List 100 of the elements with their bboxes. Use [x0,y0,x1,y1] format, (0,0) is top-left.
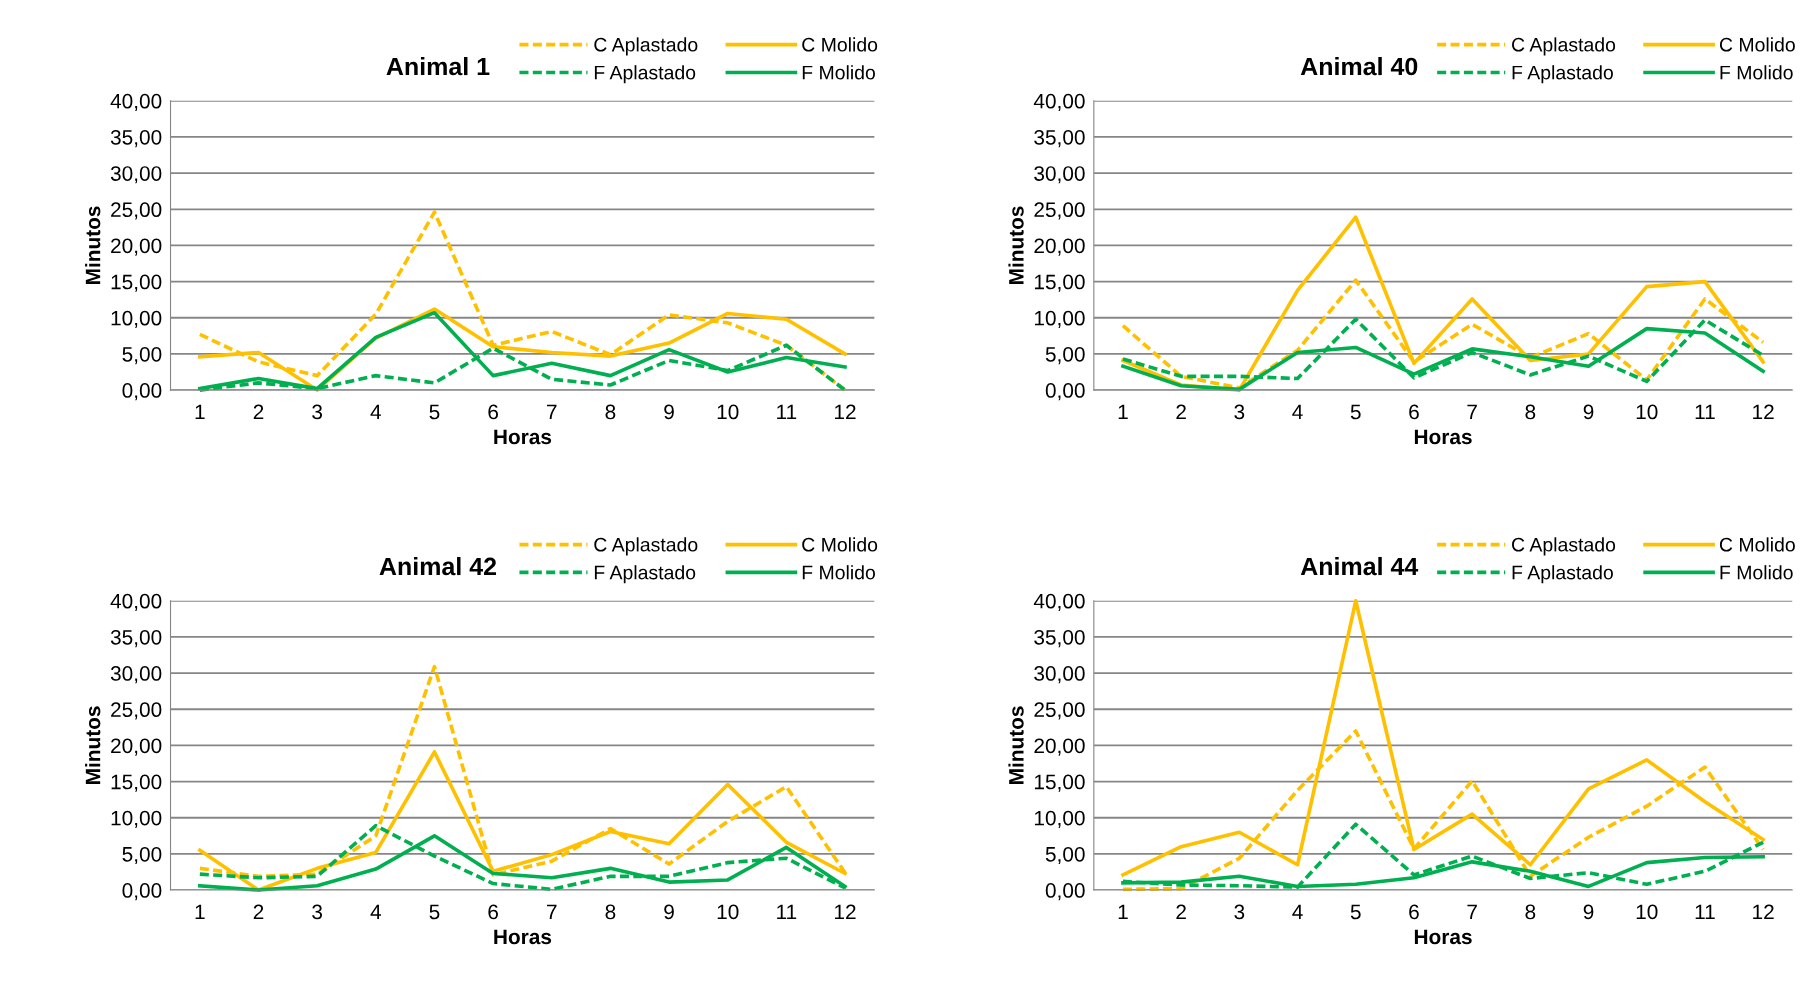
y-tick-label: 10,00 [1034,310,1085,328]
y-tick-label: 20,00 [1034,238,1085,256]
legend-label: F Aplastado [1512,65,1613,84]
y-tick-label: 25,00 [111,202,162,220]
x-tick-label: 7 [547,904,557,920]
y-tick-label: 40,00 [1033,593,1085,611]
y-tick-label: 5,00 [1045,846,1085,865]
x-tick-label: 8 [605,904,616,920]
y-tick-label: 25,00 [1034,702,1085,720]
y-tick-label: 20,00 [111,738,162,756]
x-axis-title: Horas [1414,429,1472,445]
y-tick-label: 5,00 [122,846,162,865]
y-tick-label: 5,00 [1045,346,1085,365]
x-axis-title: Horas [494,929,552,945]
y-tick-label: 35,00 [110,629,162,648]
legend-label: F Aplastado [594,565,696,584]
x-tick-label: 10 [1636,404,1658,420]
x-tick-label: 2 [1176,404,1186,420]
y-tick-label: 15,00 [1034,274,1085,292]
x-tick-label: 1 [1118,904,1128,920]
chart-title: Animal 44 [1300,556,1419,576]
x-tick-label: 1 [195,904,205,920]
y-tick-label: 10,00 [1034,810,1085,828]
y-tick-label: 30,00 [110,666,162,684]
x-tick-label: 4 [1292,404,1303,420]
y-tick-label: 40,00 [110,93,162,112]
line-series [1121,215,1765,392]
y-tick-label: 0,00 [122,383,162,401]
y-tick-label: 20,00 [111,238,162,256]
legend-label: C Molido [1719,537,1795,552]
x-tick-label: 12 [1753,904,1774,920]
x-tick-label: 9 [1583,404,1594,420]
y-tick-label: 10,00 [111,810,162,828]
x-tick-label: 10 [717,904,739,920]
x-tick-label: 5 [429,904,440,920]
x-tick-label: 7 [547,404,557,420]
y-tick-label: 30,00 [110,166,162,184]
chart-title: Animal 42 [379,556,497,576]
y-tick-label: 15,00 [111,274,162,292]
x-tick-label: 2 [253,404,264,420]
x-tick-label: 8 [1525,404,1536,420]
legend-label: C Molido [1719,37,1795,52]
y-tick-label: 25,00 [1034,202,1085,220]
x-tick-label: 1 [195,404,205,420]
x-tick-label: 10 [717,404,739,420]
legend-label: F Molido [802,565,875,580]
x-tick-label: 5 [429,404,440,420]
legend-label: C Molido [802,37,878,52]
y-tick-label: 10,00 [111,310,162,328]
legend-label: F Molido [1720,65,1793,80]
x-tick-label: 6 [1409,904,1419,920]
chart-title: Animal 40 [1300,56,1418,76]
x-tick-label: 3 [1234,404,1245,420]
x-tick-label: 7 [1467,404,1477,420]
y-axis-title: Minutos [85,706,101,784]
x-tick-label: 6 [488,404,498,420]
x-tick-label: 1 [1118,404,1128,420]
x-tick-label: 8 [1525,904,1536,920]
chart-title: Animal 1 [386,56,490,76]
legend-label: C Molido [802,537,878,552]
y-tick-label: 35,00 [110,129,162,148]
y-tick-label: 15,00 [1034,774,1085,792]
line-series [198,210,847,392]
x-tick-label: 12 [835,904,856,920]
x-tick-label: 11 [1695,904,1715,920]
x-tick-label: 3 [312,904,323,920]
y-tick-label: 40,00 [110,593,162,611]
x-tick-label: 4 [1292,904,1303,920]
y-tick-label: 20,00 [1034,738,1085,756]
x-axis-title: Horas [494,429,552,445]
legend-label: C Aplastado [594,537,698,556]
x-tick-label: 10 [1636,904,1658,920]
x-tick-label: 9 [664,904,674,920]
y-tick-label: 0,00 [1045,883,1085,901]
x-tick-label: 3 [312,404,323,420]
x-axis-title: Horas [1414,929,1472,945]
x-tick-label: 11 [777,904,797,920]
x-tick-label: 5 [1350,904,1361,920]
x-tick-label: 3 [1234,904,1245,920]
y-tick-label: 30,00 [1034,666,1085,684]
y-axis-title: Minutos [85,206,101,284]
x-tick-label: 5 [1350,404,1361,420]
legend-label: F Molido [1720,565,1793,580]
x-tick-label: 9 [1583,904,1594,920]
x-tick-label: 8 [605,404,616,420]
x-tick-label: 7 [1467,904,1477,920]
legend-label: C Aplastado [594,37,698,56]
x-tick-label: 12 [835,404,856,420]
y-tick-label: 35,00 [1034,129,1085,148]
y-tick-label: 25,00 [111,702,162,720]
x-tick-label: 6 [1409,404,1419,420]
legend-label: F Aplastado [1512,565,1613,584]
legend-label: F Aplastado [594,65,696,84]
x-tick-label: 2 [253,904,264,920]
y-tick-label: 15,00 [111,774,162,792]
y-tick-label: 35,00 [1034,629,1085,648]
x-tick-label: 6 [488,904,498,920]
y-tick-label: 40,00 [1033,93,1085,112]
legend-label: F Molido [802,65,875,80]
legend-label: C Aplastado [1512,37,1616,56]
